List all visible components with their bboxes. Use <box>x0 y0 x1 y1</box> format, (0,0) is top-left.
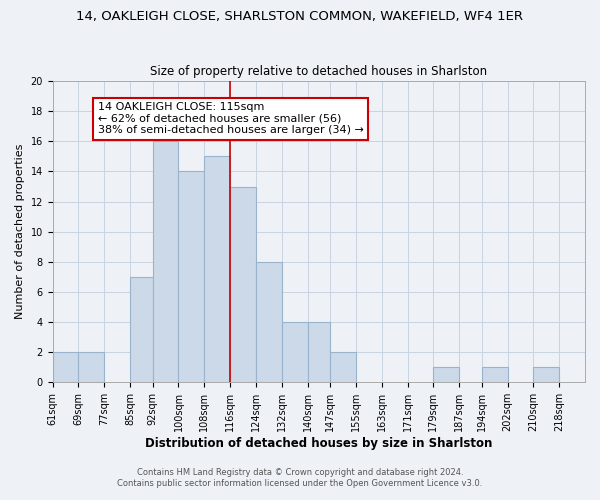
Bar <box>130 277 152 382</box>
Bar <box>230 186 256 382</box>
Text: 14, OAKLEIGH CLOSE, SHARLSTON COMMON, WAKEFIELD, WF4 1ER: 14, OAKLEIGH CLOSE, SHARLSTON COMMON, WA… <box>77 10 523 23</box>
Text: 14 OAKLEIGH CLOSE: 115sqm
← 62% of detached houses are smaller (56)
38% of semi-: 14 OAKLEIGH CLOSE: 115sqm ← 62% of detac… <box>98 102 364 136</box>
X-axis label: Distribution of detached houses by size in Sharlston: Distribution of detached houses by size … <box>145 437 493 450</box>
Bar <box>178 172 204 382</box>
Bar <box>152 142 178 382</box>
Y-axis label: Number of detached properties: Number of detached properties <box>15 144 25 320</box>
Title: Size of property relative to detached houses in Sharlston: Size of property relative to detached ho… <box>150 66 487 78</box>
Bar <box>330 352 356 382</box>
Bar <box>204 156 230 382</box>
Bar <box>256 262 282 382</box>
Bar <box>482 368 508 382</box>
Text: Contains HM Land Registry data © Crown copyright and database right 2024.
Contai: Contains HM Land Registry data © Crown c… <box>118 468 482 487</box>
Bar <box>53 352 79 382</box>
Bar <box>282 322 308 382</box>
Bar <box>533 368 559 382</box>
Bar <box>433 368 459 382</box>
Bar <box>308 322 330 382</box>
Bar <box>79 352 104 382</box>
